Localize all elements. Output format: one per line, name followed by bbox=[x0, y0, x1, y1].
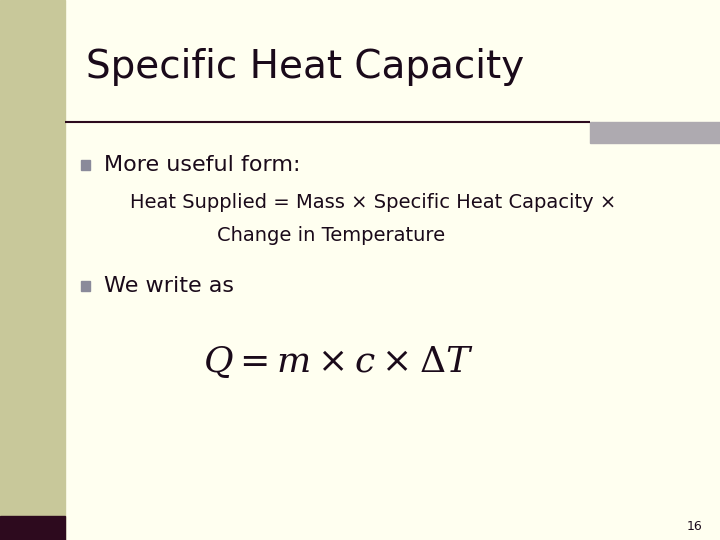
Text: Specific Heat Capacity: Specific Heat Capacity bbox=[86, 49, 525, 86]
Text: More useful form:: More useful form: bbox=[104, 154, 301, 175]
Text: Heat Supplied = Mass × Specific Heat Capacity ×: Heat Supplied = Mass × Specific Heat Cap… bbox=[130, 193, 616, 212]
Bar bbox=[81, 281, 91, 291]
Bar bbox=[81, 160, 91, 170]
Text: Change in Temperature: Change in Temperature bbox=[217, 226, 445, 246]
Text: $Q = m \times c \times \Delta T$: $Q = m \times c \times \Delta T$ bbox=[203, 344, 474, 380]
Text: We write as: We write as bbox=[104, 276, 235, 296]
Bar bbox=[0, 516, 65, 540]
Text: 16: 16 bbox=[687, 520, 703, 533]
Bar bbox=[0, 0, 65, 540]
Bar bbox=[590, 122, 720, 143]
